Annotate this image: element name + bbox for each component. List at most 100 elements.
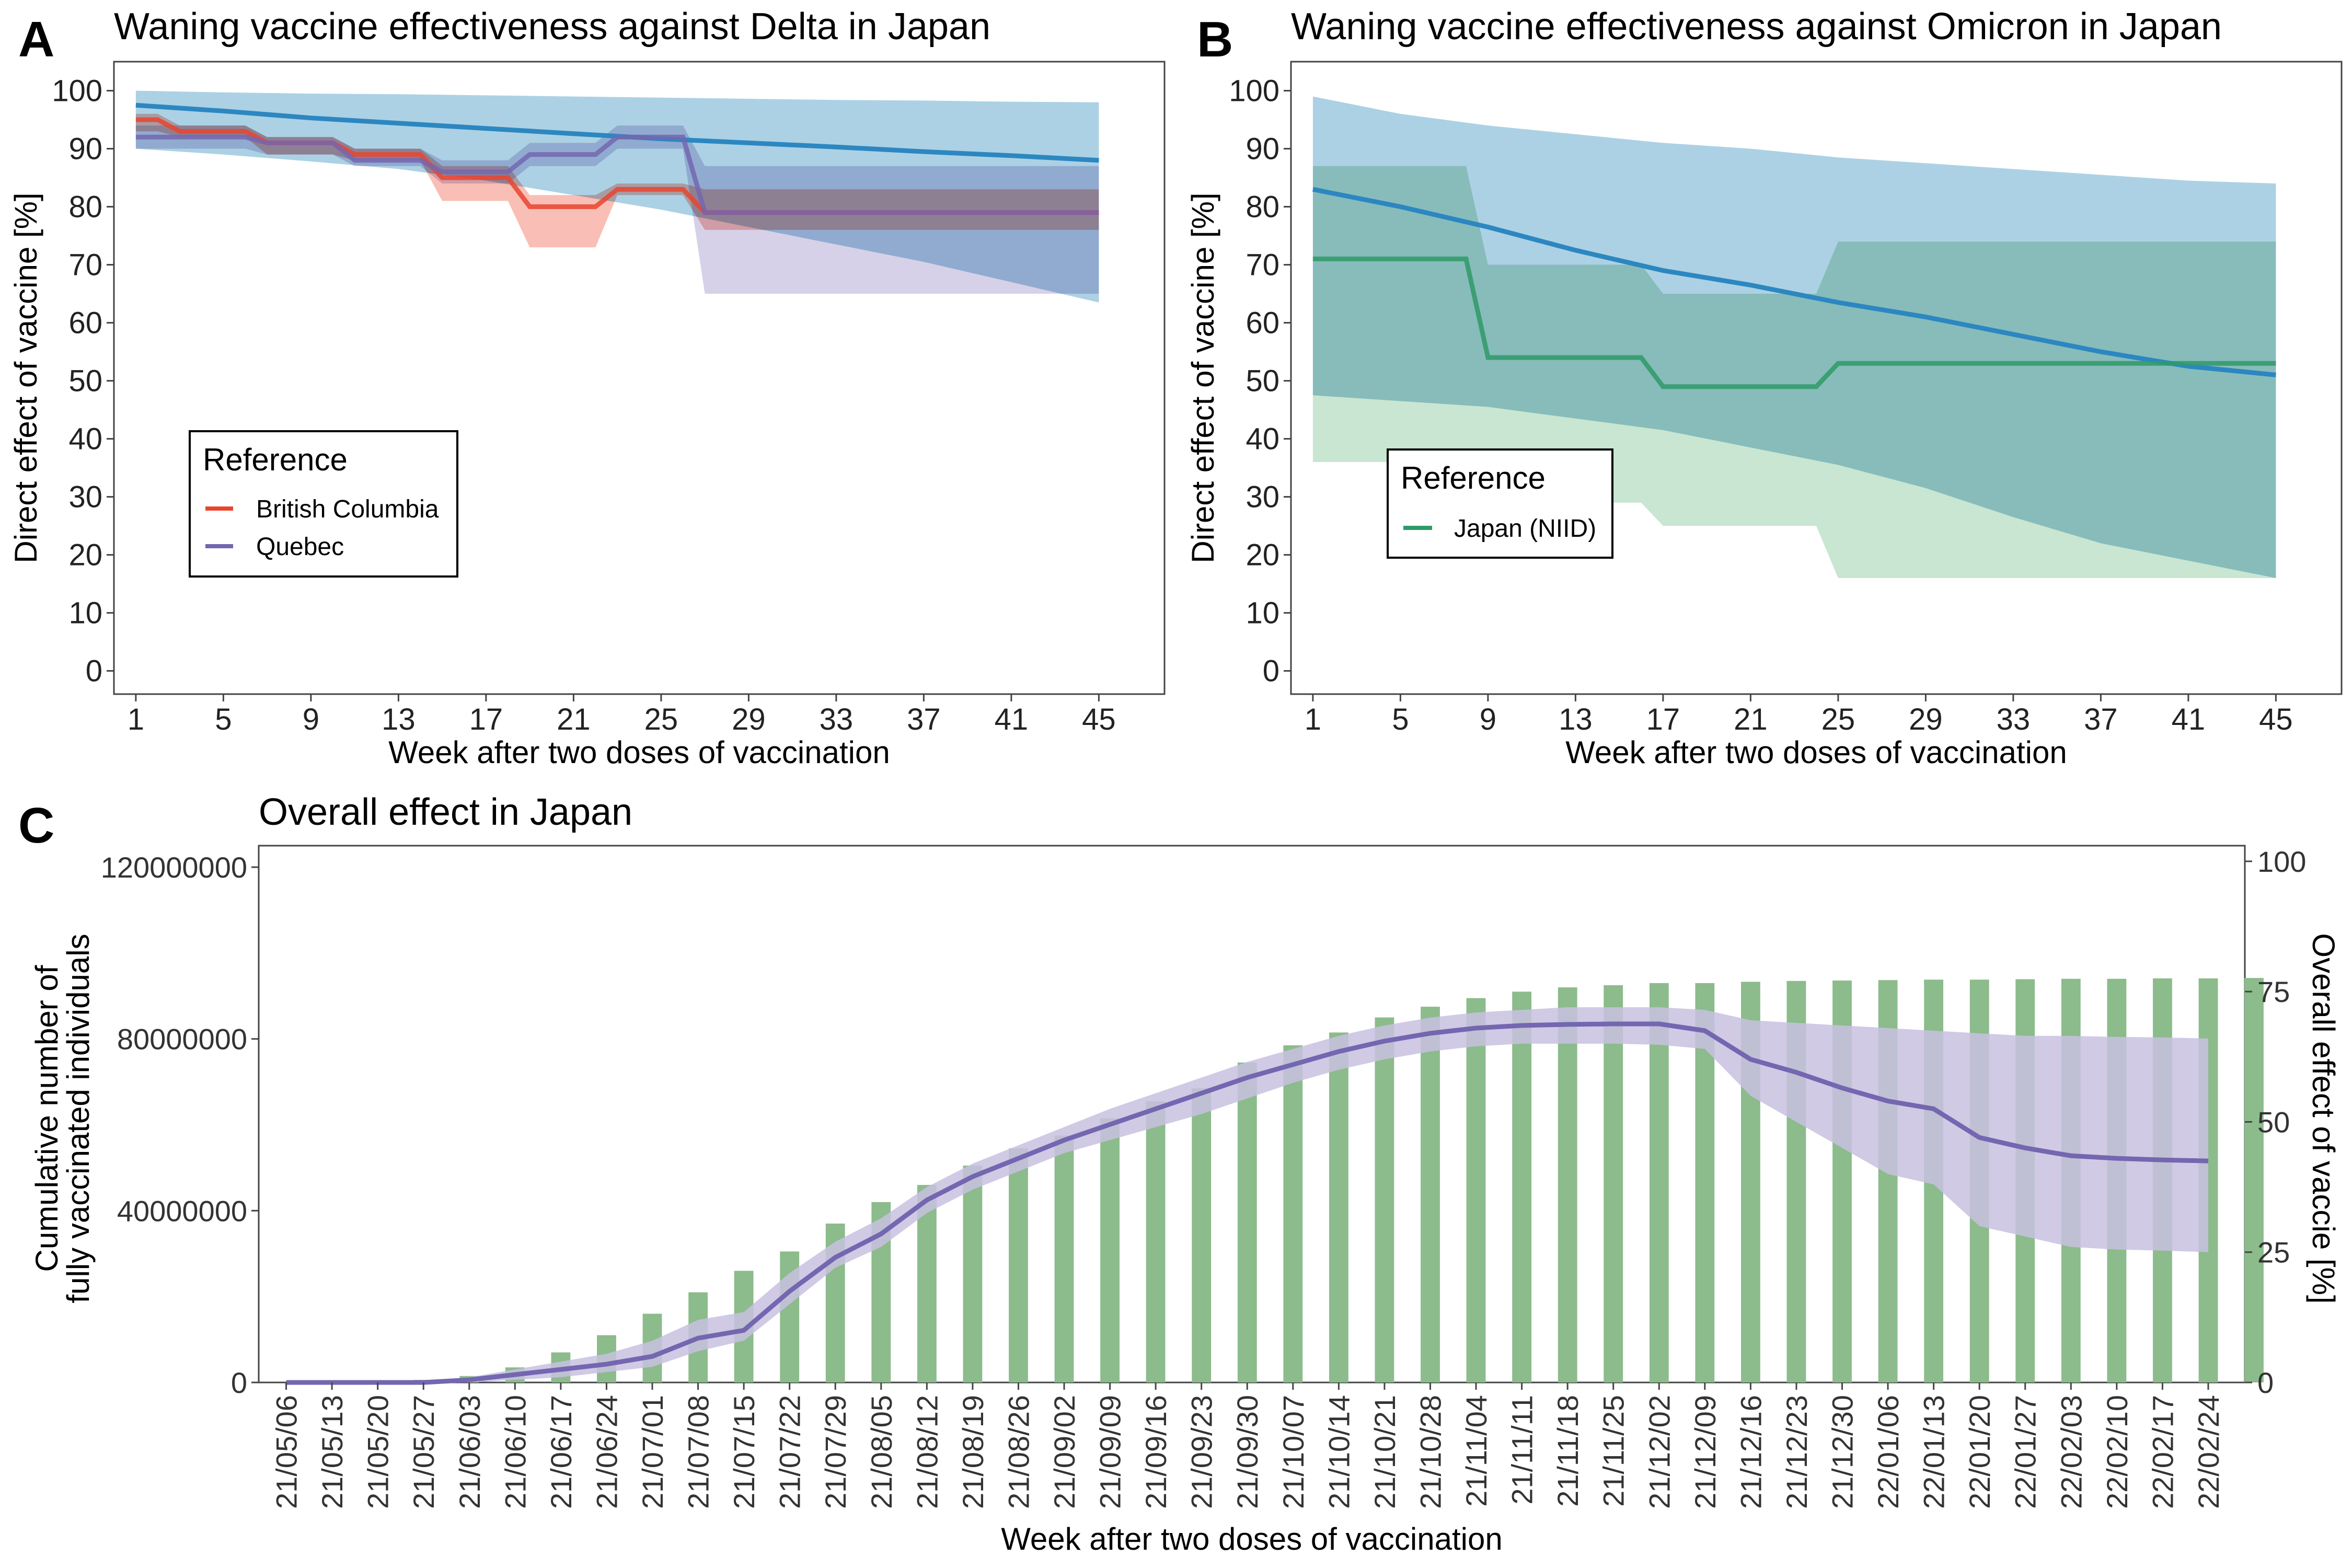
x-tick-label: 21/06/10: [499, 1395, 532, 1509]
x-tick-label: 22/02/10: [2101, 1395, 2134, 1509]
x-tick-label: 13: [1559, 702, 1593, 736]
x-tick-label: 25: [1821, 702, 1855, 736]
x-tick-label: 37: [907, 702, 941, 736]
x-tick-label: 21/08/26: [1002, 1395, 1035, 1509]
x-tick-label: 21/09/09: [1094, 1395, 1127, 1509]
x-axis-label: Week after two doses of vaccination: [1001, 1521, 1502, 1557]
bar: [1375, 1017, 1394, 1382]
model-ci-band: [135, 90, 1099, 303]
bar: [1649, 983, 1669, 1382]
panel-b: B Waning vaccine effectiveness against O…: [1185, 6, 2343, 770]
x-tick-label: 21/10/14: [1322, 1395, 1355, 1509]
y-tick-label: 60: [68, 306, 102, 340]
x-tick-label: 41: [2172, 702, 2206, 736]
y-tick-label: 0: [1263, 654, 1279, 688]
x-axis-ticks: 1 5 9 13 17 21 25 29 33 37 41 45: [128, 694, 1116, 736]
x-tick-label: 41: [995, 702, 1029, 736]
x-tick-label: 21/10/28: [1414, 1395, 1447, 1509]
effect-line-path: [286, 1021, 2209, 1385]
x-tick-label: 22/01/13: [1918, 1395, 1951, 1509]
chart-title: Waning vaccine effectiveness against Omi…: [1291, 6, 2222, 48]
bands: [135, 90, 1099, 303]
y-tick-label: 100: [52, 74, 102, 108]
x-tick-label: 22/02/03: [2055, 1395, 2088, 1509]
y-tick-label: 80: [68, 190, 102, 224]
x-tick-label: 21/11/25: [1597, 1395, 1630, 1507]
panel-letter: B: [1197, 11, 1233, 67]
bar: [1283, 1045, 1303, 1382]
bar: [1466, 998, 1486, 1382]
x-tick-label: 21/12/09: [1689, 1395, 1722, 1509]
lines: [135, 102, 1099, 215]
y-tick-label: 90: [68, 132, 102, 166]
effect-line: [286, 1021, 2209, 1385]
x-tick-label: 29: [1909, 702, 1943, 736]
x-tick-label: 21/05/27: [407, 1395, 440, 1509]
panel-c: C Overall effect in Japan 0 40000000 80000…: [18, 791, 2341, 1557]
x-tick-label: 21/09/16: [1139, 1395, 1172, 1509]
y-axis-label: Direct effect of vaccine [%]: [8, 192, 43, 563]
x-tick-label: 21/09/23: [1185, 1395, 1218, 1509]
x-tick-label: 21/06/17: [545, 1395, 578, 1509]
y-axis-left-label-line: fully vaccinated individuals: [61, 933, 96, 1303]
x-axis-ticks: 1 5 9 13 17 21 25 29 33 37 41 45: [1305, 694, 2293, 736]
bar: [1146, 1101, 1166, 1382]
y-tick-label: 70: [68, 248, 102, 282]
x-tick-label: 21/06/03: [453, 1395, 486, 1509]
y-tick-label: 50: [1246, 364, 1279, 398]
legend: Reference British Columbia Quebec: [189, 430, 458, 578]
bar: [917, 1185, 937, 1382]
y-tick-label: 100: [2257, 845, 2306, 878]
bar: [1054, 1135, 1074, 1382]
x-tick-label: 21/07/01: [636, 1395, 669, 1509]
legend-title: Reference: [1401, 460, 1546, 495]
y-tick-label: 40: [1246, 422, 1279, 456]
y-tick-label: 40: [68, 422, 102, 456]
x-tick-label: 45: [2259, 702, 2293, 736]
legend: Reference Japan (NIID): [1387, 448, 1613, 559]
y-tick-label: 30: [68, 480, 102, 514]
bar: [1512, 991, 1531, 1382]
y-axis-left-label: Cumulative number of fully vaccinated in…: [29, 933, 96, 1303]
x-tick-label: 9: [303, 702, 319, 736]
y-tick-label: 60: [1246, 306, 1279, 340]
legend-label: Japan (NIID): [1454, 515, 1596, 543]
x-tick-label: 21/05/06: [270, 1395, 303, 1509]
y-axis-ticks: 0 10 20 30 40 50 60 70 80 90 100: [1229, 74, 1291, 688]
x-tick-label: 17: [1646, 702, 1680, 736]
legend-box: [1387, 448, 1613, 559]
bar: [1604, 985, 1623, 1382]
y-axis-right-ticks: 0 25 50 75 100: [2245, 845, 2306, 1399]
y-axis-ticks: 0 10 20 30 40 50 60 70 80 90 100: [52, 74, 114, 688]
series-line: [135, 134, 1099, 215]
x-tick-label: 1: [1305, 702, 1321, 736]
x-tick-label: 21/09/02: [1048, 1395, 1081, 1509]
lines: [1312, 187, 2276, 389]
x-tick-label: 21/08/19: [956, 1395, 989, 1509]
y-tick-label: 30: [1246, 480, 1279, 514]
y-tick-label: 0: [231, 1366, 247, 1399]
x-tick-label: 5: [215, 702, 232, 736]
x-tick-label: 5: [1392, 702, 1409, 736]
x-tick-label: 22/02/17: [2146, 1395, 2179, 1509]
x-tick-label: 21/07/22: [774, 1395, 806, 1509]
bar: [1100, 1118, 1120, 1382]
y-tick-label: 25: [2257, 1236, 2290, 1269]
y-tick-label: 75: [2257, 975, 2290, 1008]
legend-label: British Columbia: [256, 495, 439, 523]
x-tick-label: 21/12/16: [1734, 1395, 1767, 1509]
legend-box: [189, 430, 458, 578]
x-tick-label: 22/01/27: [2009, 1395, 2042, 1509]
x-tick-label: 21/06/24: [590, 1395, 623, 1509]
x-tick-label: 21/11/04: [1460, 1395, 1493, 1507]
y-tick-label: 0: [86, 654, 102, 688]
series-line: [1312, 256, 2276, 389]
x-tick-label: 22/01/06: [1872, 1395, 1905, 1509]
model-line: [1312, 187, 2276, 377]
panel-letter: C: [18, 798, 54, 854]
x-tick-label: 33: [1997, 702, 2031, 736]
plot-frame: [1290, 61, 2343, 695]
x-tick-label: 1: [128, 702, 144, 736]
bar: [1558, 987, 1577, 1382]
